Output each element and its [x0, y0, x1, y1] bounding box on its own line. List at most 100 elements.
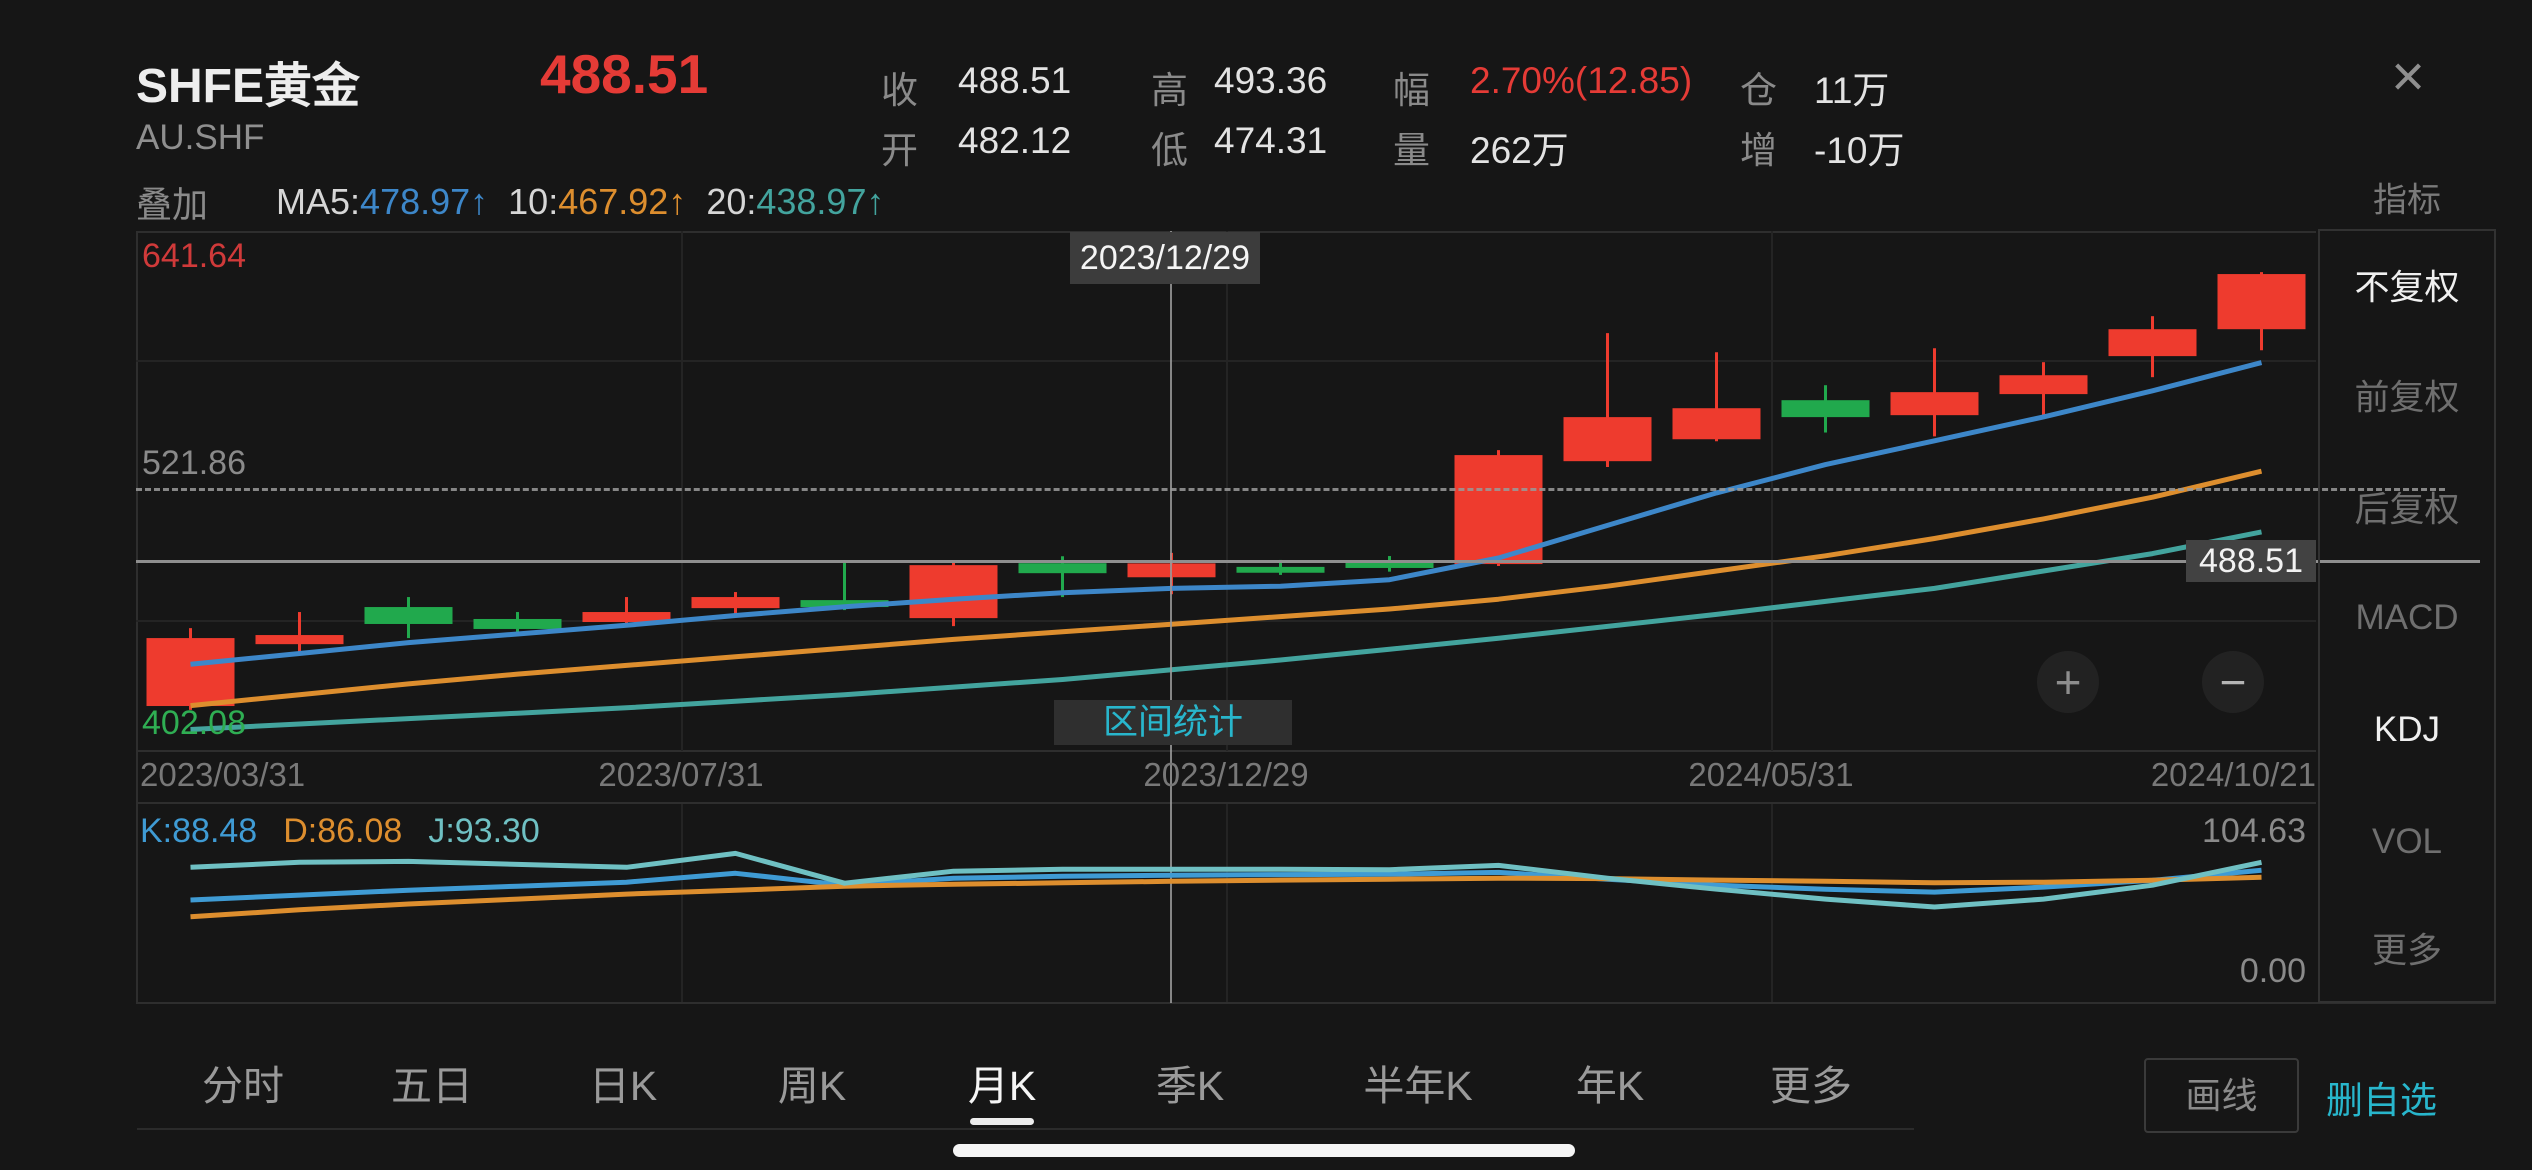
ma-line-ma10: [190, 468, 2263, 709]
ma-line-ma5: [190, 360, 2263, 667]
gridline: [1226, 804, 1228, 1002]
crosshair-line[interactable]: [1170, 231, 1172, 1003]
stat-label: 开: [881, 130, 918, 171]
date-label: 2024/05/31: [1688, 756, 1854, 793]
ma-line-ma20: [190, 529, 2262, 732]
kdj-pane-top-border: [136, 802, 2316, 804]
tab-6[interactable]: 季K: [1155, 1063, 1225, 1109]
sidebar-item-6[interactable]: VOL: [2371, 822, 2443, 861]
candle-body: [1999, 375, 2088, 395]
kdj-label: J:93.30: [428, 812, 540, 850]
ma-name: 10:: [508, 181, 559, 222]
tab-2[interactable]: 五日: [391, 1063, 473, 1109]
kdj-min-label: 0.00: [2239, 952, 2306, 990]
ma-overlay-row: 叠加 MA5:478.97↑ 10:467.92↑ 20:438.97↑: [136, 176, 904, 228]
stat-value: 488.51: [958, 60, 1072, 101]
gridline: [1226, 231, 1228, 751]
candle-body: [909, 565, 998, 619]
ma-value: 467.92↑: [558, 181, 687, 222]
instrument-title: SHFE黄金: [136, 60, 361, 113]
delete-watchlist-button[interactable]: 删自选: [2326, 1080, 2437, 1121]
date-label: 2023/07/31: [598, 756, 764, 793]
stat-label: 幅: [1393, 70, 1430, 111]
main-chart-canvas[interactable]: [136, 231, 2316, 751]
sidebar-item-2[interactable]: 前复权: [2354, 378, 2460, 418]
range-stats-button[interactable]: 区间统计: [1054, 700, 1292, 745]
sidebar-item-1[interactable]: 不复权: [2354, 268, 2460, 308]
sidebar-item-3[interactable]: 后复权: [2354, 490, 2460, 530]
kdj-line-d: [190, 874, 2262, 920]
gridline: [681, 231, 683, 751]
candle-body: [582, 612, 671, 623]
y-axis-mid-label: 521.86: [142, 444, 246, 482]
candle-body: [473, 618, 562, 629]
stat-value: 11万: [1814, 70, 1890, 111]
home-indicator[interactable]: [953, 1144, 1575, 1157]
candle-body: [1672, 408, 1761, 440]
stat-value: 2.70%(12.85): [1470, 60, 1693, 101]
stat-value: 262万: [1470, 130, 1569, 171]
draw-line-button[interactable]: 画线: [2144, 1058, 2299, 1133]
bottom-divider: [137, 1128, 1914, 1130]
kdj-pane-bottom-border: [136, 1002, 2496, 1004]
sidebar-item-5[interactable]: KDJ: [2373, 710, 2441, 749]
candle-body: [691, 597, 780, 609]
tab-7[interactable]: 半年K: [1363, 1063, 1473, 1109]
kdj-max-label: 104.63: [2202, 812, 2306, 850]
ma-value: 438.97↑: [756, 181, 885, 222]
close-icon[interactable]: ×: [2391, 44, 2425, 109]
candle-body: [255, 635, 344, 645]
date-label: 2024/10/21: [2150, 756, 2316, 793]
candle-body: [146, 638, 235, 707]
main-pane-bottom-border: [136, 750, 2316, 752]
tab-3[interactable]: 日K: [588, 1063, 658, 1109]
candle-body: [1563, 417, 1652, 462]
ma-legend-item: MA5:478.97↑: [276, 181, 488, 223]
tab-8[interactable]: 年K: [1575, 1063, 1645, 1109]
stat-label: 量: [1393, 130, 1430, 171]
candle-body: [1890, 392, 1979, 416]
zoom-out-button[interactable]: −: [2202, 651, 2264, 713]
date-label: 2023/12/29: [1143, 756, 1309, 793]
stat-value: 482.12: [958, 120, 1072, 161]
plus-icon: +: [2054, 656, 2082, 708]
candle-body: [2108, 329, 2197, 357]
instrument-symbol: AU.SHF: [136, 118, 265, 157]
sidebar-title: 指标: [2373, 181, 2441, 220]
current-price-tag: 488.51: [2186, 540, 2316, 582]
stat-label: 增: [1740, 130, 1777, 171]
gridline: [681, 804, 683, 1002]
zoom-in-button[interactable]: +: [2037, 651, 2099, 713]
chart-left-border: [136, 231, 138, 1003]
y-axis-min-label: 402.08: [142, 704, 246, 742]
gridline: [1771, 804, 1773, 1002]
tab-4[interactable]: 周K: [777, 1063, 847, 1109]
date-axis: 2023/03/31 2023/07/31 2023/12/29 2024/05/31…: [0, 756, 2532, 798]
gridline: [1771, 231, 1773, 751]
crosshair-date-tooltip: 2023/12/29: [1070, 232, 1260, 284]
candle-body: [1345, 561, 1434, 568]
candle-body: [1018, 563, 1107, 574]
y-axis-max-label: 641.64: [142, 237, 246, 275]
ma-name: 20:: [706, 181, 757, 222]
candle-body: [364, 607, 453, 624]
candle-body: [1236, 566, 1325, 573]
tab-5[interactable]: 月K: [967, 1063, 1037, 1109]
sidebar-item-4[interactable]: MACD: [2355, 598, 2459, 637]
kdj-label: D:86.08: [283, 812, 403, 850]
sidebar-panel: [2318, 229, 2496, 1003]
stat-label: 收: [881, 70, 918, 111]
kdj-line-k: [190, 867, 2262, 903]
tab-1[interactable]: 分时: [202, 1063, 284, 1109]
tab-9[interactable]: 更多: [1770, 1063, 1852, 1109]
kdj-line-j: [190, 850, 2263, 910]
kdj-chart-canvas[interactable]: [136, 804, 2316, 1002]
minus-icon: −: [2219, 656, 2247, 708]
candle-body: [800, 600, 889, 608]
sidebar-item-7[interactable]: 更多: [2371, 931, 2442, 971]
candle-body: [1454, 455, 1543, 565]
overlay-button[interactable]: 叠加: [136, 184, 209, 225]
kdj-label: K:88.48: [140, 812, 258, 850]
active-tab-underline: [970, 1118, 1034, 1125]
stat-value: -10万: [1814, 130, 1905, 171]
